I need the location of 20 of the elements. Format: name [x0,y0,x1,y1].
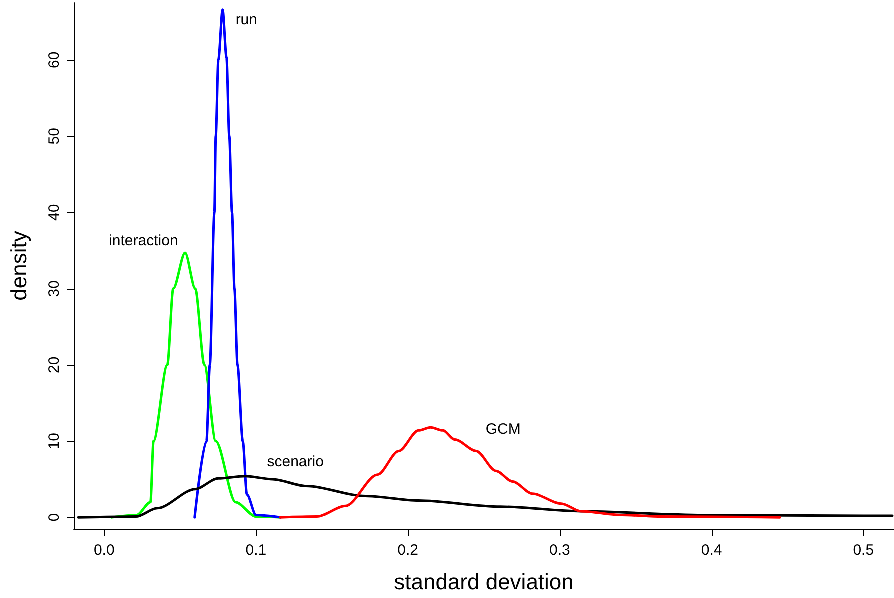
y-tick-label: 20 [46,356,63,374]
y-tick-label: 30 [46,280,63,298]
series-label: scenario [267,453,324,470]
line-series [77,475,894,519]
x-tick-label: 0.0 [94,542,115,559]
y-tick-label: 10 [46,432,63,450]
y-axis-title: density [6,231,32,301]
x-axis-title: standard deviation [394,570,574,594]
x-tick-label: 0.1 [246,542,267,559]
x-tick-label: 0.5 [853,542,874,559]
y-tick-label: 0 [46,513,63,522]
x-tick-label: 0.3 [549,542,570,559]
x-tick-label: 0.2 [398,542,419,559]
y-tick-label: 40 [46,204,63,221]
series-label: interaction [109,232,178,250]
x-tick-label: 0.4 [701,542,722,559]
series-label: run [236,11,258,28]
series-label: GCM [486,421,521,438]
y-tick-label: 50 [46,128,63,145]
y-tick-label: 60 [46,52,63,69]
